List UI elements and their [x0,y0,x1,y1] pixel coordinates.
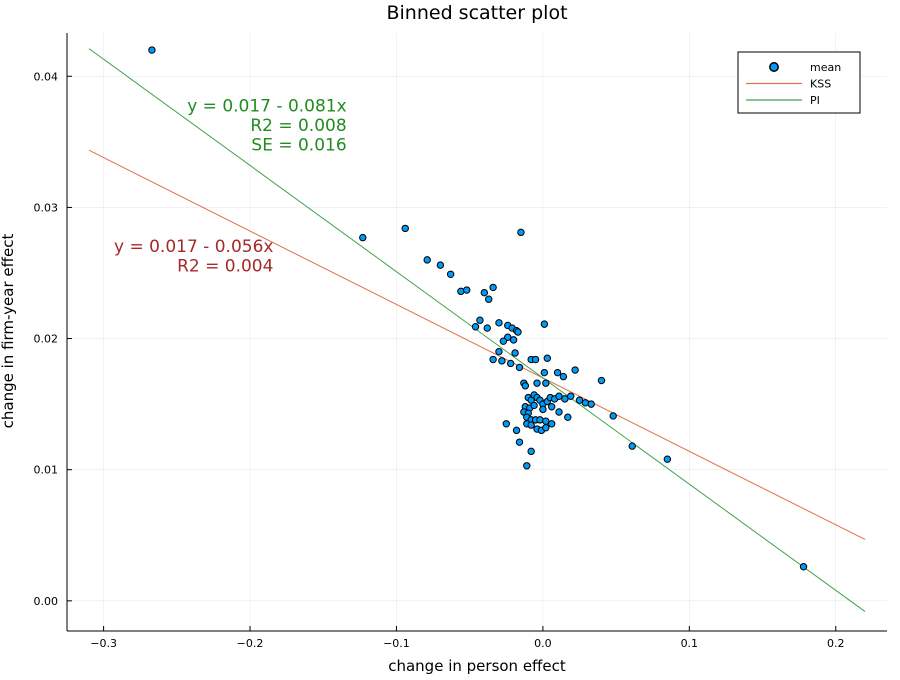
plot-area [88,46,866,612]
annotation-line: y = 0.017 - 0.081x [187,97,346,117]
data-point [514,328,522,336]
data-point [401,224,409,233]
data-point [555,408,563,416]
data-point [511,349,519,357]
chart-title: Binned scatter plot [386,2,567,24]
data-point [536,416,544,424]
x-axis-ticks: −0.3 −0.2 −0.1 0.0 0.1 0.2 [90,626,845,650]
y-axis-ticks: 0.00 0.01 0.02 0.03 0.04 [34,70,72,608]
annotation-line: R2 = 0.008 [250,116,346,136]
data-point [495,319,503,327]
legend-label: mean [810,61,841,74]
y-axis-label: change in firm-year effect [0,234,17,429]
legend-label: KSS [810,78,831,91]
legend: mean KSS PI [737,51,861,114]
y-tick-label: 0.04 [34,70,59,83]
data-point [446,270,455,278]
annotation-line: R2 = 0.004 [177,257,273,277]
annotation-line: SE = 0.016 [251,136,346,156]
data-point [531,355,540,364]
data-point [587,400,595,408]
data-point [530,401,538,410]
data-point [509,336,518,344]
data-point [480,288,489,297]
fit-line-kss [88,149,866,540]
data-point [502,420,510,428]
data-point [476,316,484,324]
data-point [498,357,506,365]
data-point [471,323,480,331]
data-point [148,46,156,54]
legend-label: PI [810,94,820,107]
data-point [628,442,636,450]
y-tick-label: 0.01 [34,464,59,477]
data-point [663,455,672,463]
data-point [515,363,524,372]
data-point [517,228,525,237]
data-point [542,379,550,387]
data-point [575,396,584,404]
data-point [499,337,508,345]
data-point [515,438,524,446]
x-axis-label: change in person effect [388,657,566,675]
data-point [564,413,572,421]
data-point [359,233,367,242]
data-point [523,462,531,470]
data-point [799,563,808,571]
x-tick-label: −0.2 [237,637,264,650]
data-point [553,368,562,377]
data-point [547,420,556,428]
data-point [483,324,491,332]
scatter-points [148,46,808,571]
data-point [436,261,445,269]
data-point [609,412,617,420]
x-tick-label: −0.3 [90,637,117,650]
data-point [581,399,590,407]
data-point [540,368,549,377]
data-point [457,287,465,296]
data-point [533,379,541,387]
x-tick-label: −0.1 [383,637,410,650]
x-tick-label: 0.1 [681,637,699,650]
data-point [423,256,431,264]
data-point [567,392,575,400]
axes [66,33,887,632]
data-point [555,392,563,400]
data-point [495,347,503,356]
data-point [571,366,579,374]
data-point [521,382,530,390]
data-point [527,447,535,456]
data-point [489,283,497,292]
data-point [559,372,568,381]
data-point [539,405,547,414]
x-tick-label: 0.2 [827,637,845,650]
data-point [485,295,493,303]
data-point [547,403,556,411]
data-point [540,320,549,328]
data-point [543,354,551,362]
y-tick-label: 0.03 [34,201,59,214]
data-point [527,421,535,429]
y-tick-label: 0.02 [34,333,59,346]
annotation-line: y = 0.017 - 0.056x [114,237,273,257]
legend-marker [769,62,779,72]
data-point [597,376,606,385]
legend-box [737,51,861,114]
x-tick-label: 0.0 [534,637,552,650]
data-point [512,426,521,435]
data-point [561,395,569,403]
data-point [489,355,497,364]
data-point [542,424,550,432]
y-tick-label: 0.00 [34,595,59,608]
data-point [506,359,515,368]
data-point [463,286,471,294]
